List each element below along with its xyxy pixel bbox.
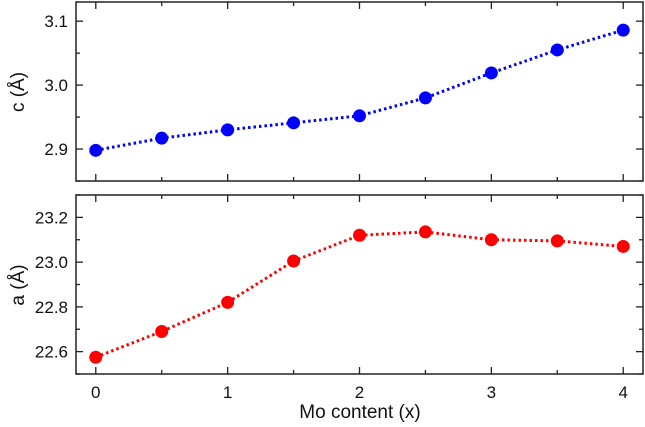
y-tick-label: 3.1 <box>44 12 68 31</box>
top-panel-c-axis: 2.9 3.0 3.1 <box>44 1 644 182</box>
data-point-marker <box>221 123 235 137</box>
data-point-marker <box>484 233 498 247</box>
data-point-marker <box>221 295 235 309</box>
x-tick-label: 0 <box>91 383 100 402</box>
x-axis-label: Mo content (x) <box>299 402 420 423</box>
data-point-marker <box>155 131 169 145</box>
data-point-marker <box>550 234 564 248</box>
series-line <box>95 230 624 359</box>
x-tick-label: 2 <box>355 383 364 402</box>
data-point-marker <box>418 91 432 105</box>
x-tick-label: 3 <box>487 383 496 402</box>
bottom-panel-a-axis: 0 1 2 3 4 22.6 22.8 23.0 23.2 <box>35 194 644 402</box>
y-tick-label: 22.6 <box>35 343 68 362</box>
bottom-y-axis-label: a (Å) <box>8 264 29 305</box>
data-point-marker <box>89 143 103 157</box>
data-point-marker <box>550 43 564 57</box>
y-tick-label: 2.9 <box>44 140 68 159</box>
data-point-marker <box>616 23 630 37</box>
series-line <box>95 28 624 152</box>
data-point-marker <box>89 350 103 364</box>
data-point-marker <box>353 109 366 123</box>
data-point-marker <box>616 239 630 253</box>
y-tick-label: 22.8 <box>35 298 68 317</box>
data-point-marker <box>155 324 169 338</box>
x-tick-label: 4 <box>618 383 627 402</box>
data-point-marker <box>287 254 301 268</box>
plot-frame <box>75 1 644 182</box>
plot-frame <box>75 194 644 375</box>
data-point-marker <box>484 66 498 80</box>
data-point-marker <box>418 225 432 239</box>
data-point-marker <box>353 228 366 242</box>
data-point-marker <box>287 116 301 130</box>
top-y-axis-label: c (Å) <box>8 72 29 112</box>
y-tick-label: 23.2 <box>35 208 68 227</box>
y-tick-label: 3.0 <box>44 76 68 95</box>
x-tick-label: 1 <box>223 383 232 402</box>
y-tick-label: 23.0 <box>35 253 68 272</box>
